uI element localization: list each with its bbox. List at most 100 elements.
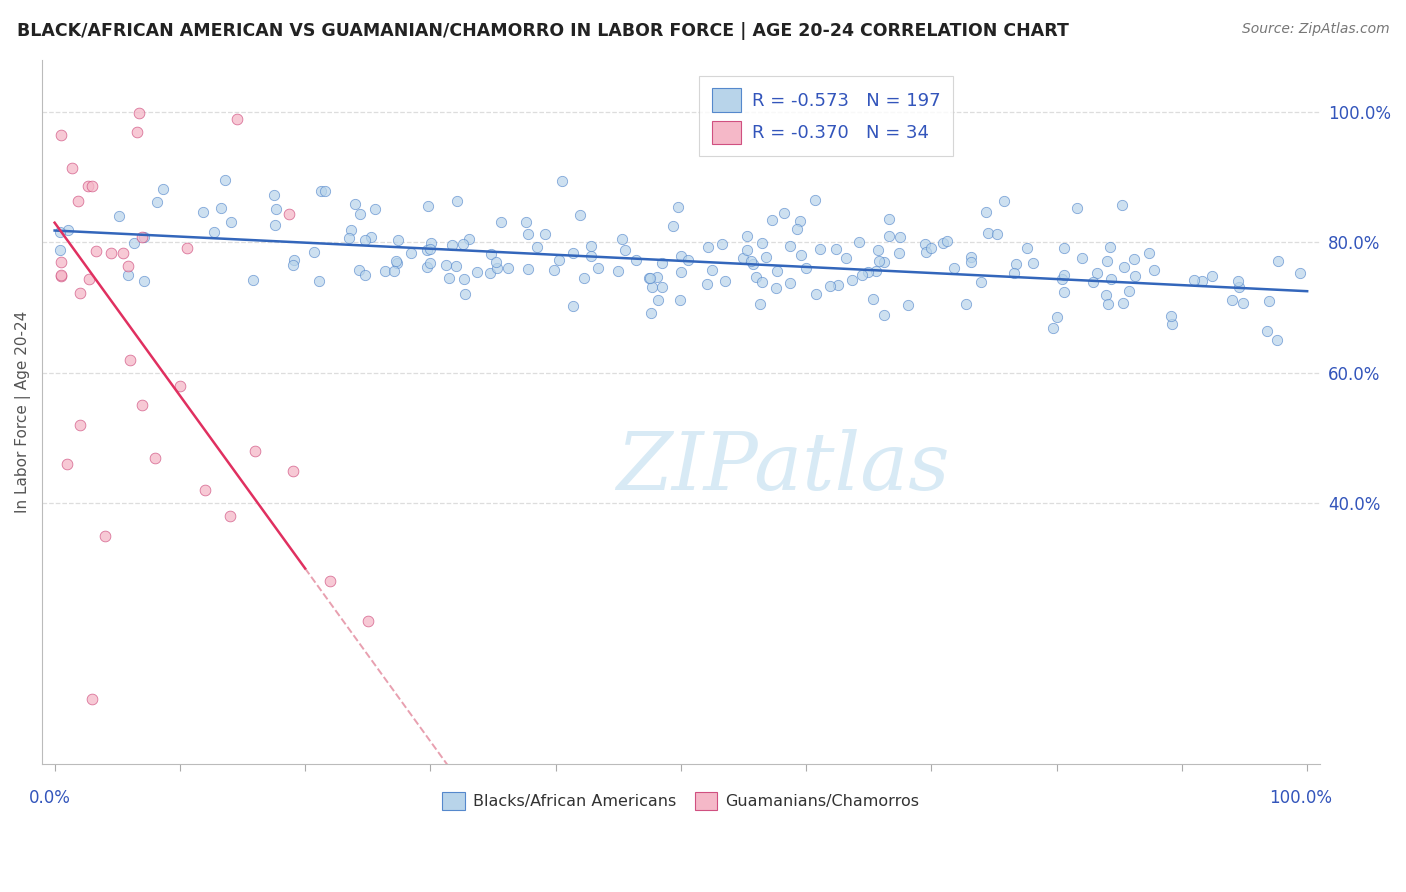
- Point: [80, 179, 103, 194]
- Point: [804, 193, 827, 207]
- Y-axis label: In Labor Force | Age 20-24: In Labor Force | Age 20-24: [15, 310, 31, 513]
- Point: [669, 293, 692, 308]
- Point: [700, 262, 723, 277]
- Point: [344, 196, 367, 211]
- Point: [789, 214, 811, 228]
- Point: [77, 272, 100, 286]
- Point: [1125, 269, 1147, 284]
- Point: [302, 245, 325, 260]
- Point: [534, 227, 557, 242]
- Point: [349, 263, 371, 277]
- Point: [641, 279, 664, 293]
- Point: [444, 259, 467, 273]
- Point: [669, 264, 692, 278]
- Point: [1232, 296, 1254, 310]
- Point: [319, 574, 342, 589]
- Text: BLACK/AFRICAN AMERICAN VS GUAMANIAN/CHAMORRO IN LABOR FORCE | AGE 20-24 CORRELAT: BLACK/AFRICAN AMERICAN VS GUAMANIAN/CHAM…: [17, 22, 1069, 40]
- Point: [696, 240, 718, 254]
- Point: [1099, 272, 1122, 286]
- Point: [714, 274, 737, 288]
- Point: [440, 237, 463, 252]
- Point: [202, 225, 225, 239]
- Point: [485, 255, 508, 269]
- Point: [835, 251, 858, 265]
- Point: [49, 254, 72, 268]
- Point: [624, 252, 647, 267]
- Point: [586, 261, 609, 276]
- Point: [647, 269, 669, 284]
- Point: [1220, 293, 1243, 308]
- Point: [562, 245, 585, 260]
- Point: [146, 194, 169, 209]
- Point: [818, 279, 841, 293]
- Point: [1046, 310, 1069, 324]
- Point: [889, 245, 911, 260]
- Text: 0.0%: 0.0%: [30, 789, 72, 807]
- Point: [283, 253, 305, 268]
- Point: [60, 161, 83, 176]
- Point: [574, 271, 596, 285]
- Point: [1112, 296, 1135, 310]
- Point: [761, 212, 783, 227]
- Point: [194, 483, 217, 498]
- Point: [1095, 287, 1118, 301]
- Point: [1267, 333, 1289, 347]
- Point: [731, 251, 754, 265]
- Point: [1143, 263, 1166, 277]
- Point: [1288, 266, 1310, 280]
- Point: [134, 230, 156, 244]
- Point: [349, 207, 371, 221]
- Point: [651, 256, 673, 270]
- Point: [607, 264, 630, 278]
- Point: [399, 245, 422, 260]
- Point: [434, 258, 457, 272]
- Point: [1021, 256, 1043, 270]
- Point: [748, 297, 770, 311]
- Point: [935, 234, 957, 248]
- Point: [77, 178, 100, 193]
- Point: [86, 244, 108, 258]
- Point: [1050, 272, 1073, 286]
- Point: [387, 233, 409, 247]
- Point: [1182, 273, 1205, 287]
- Point: [640, 306, 662, 320]
- Point: [69, 286, 91, 301]
- Point: [1066, 201, 1088, 215]
- Point: [1053, 268, 1076, 282]
- Point: [314, 184, 336, 198]
- Point: [226, 112, 249, 126]
- Point: [1097, 297, 1119, 311]
- Point: [1258, 293, 1281, 308]
- Point: [354, 268, 377, 282]
- Point: [841, 273, 863, 287]
- Point: [766, 263, 789, 277]
- Point: [453, 272, 475, 286]
- Point: [955, 297, 977, 311]
- Point: [337, 231, 360, 245]
- Point: [779, 276, 801, 290]
- Text: ZIPatlas: ZIPatlas: [616, 429, 950, 507]
- Point: [1112, 260, 1135, 274]
- Point: [1042, 320, 1064, 334]
- Point: [263, 187, 285, 202]
- Point: [1118, 284, 1140, 298]
- Point: [128, 105, 150, 120]
- Point: [1226, 273, 1249, 287]
- Point: [382, 264, 405, 278]
- Point: [827, 277, 849, 292]
- Point: [765, 281, 787, 295]
- Point: [49, 225, 72, 239]
- Point: [219, 215, 242, 229]
- Point: [1160, 310, 1182, 324]
- Point: [515, 215, 537, 229]
- Point: [93, 529, 115, 543]
- Point: [974, 205, 997, 219]
- Point: [638, 271, 661, 285]
- Point: [638, 270, 661, 285]
- Point: [865, 264, 887, 278]
- Point: [107, 210, 129, 224]
- Point: [877, 211, 900, 226]
- Point: [744, 269, 766, 284]
- Point: [579, 249, 602, 263]
- Point: [277, 207, 299, 221]
